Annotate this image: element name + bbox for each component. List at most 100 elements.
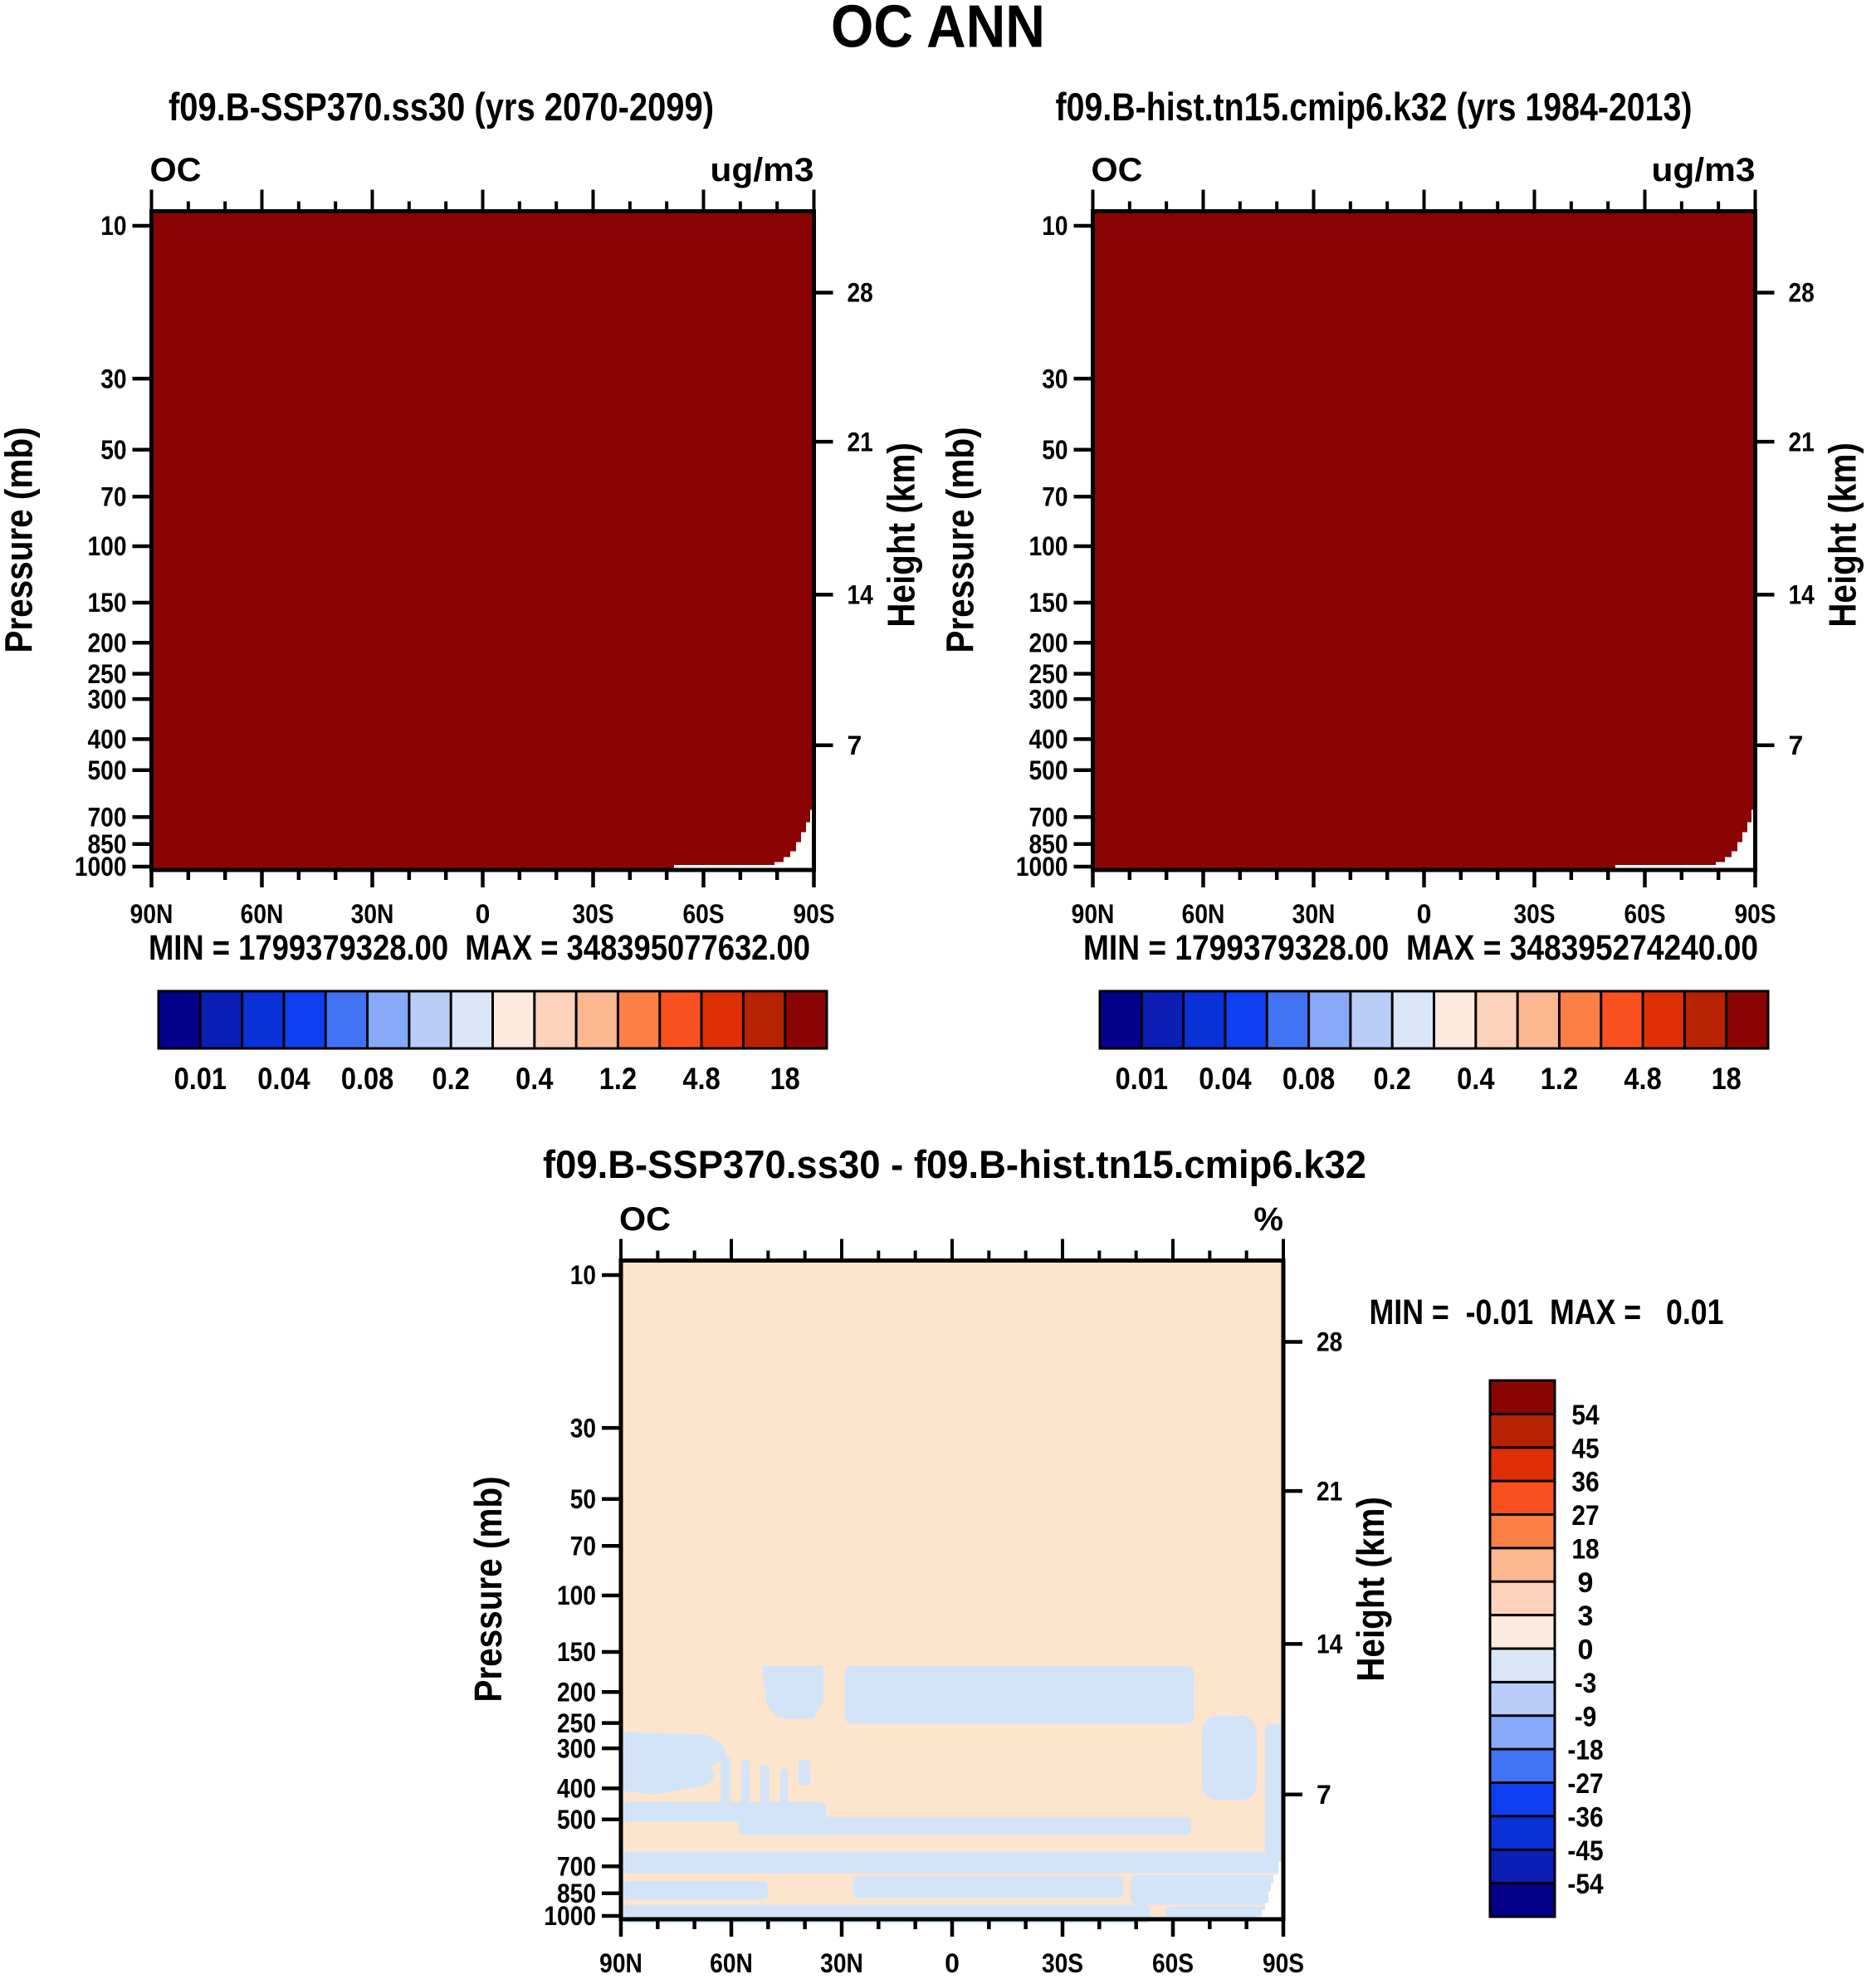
svg-text:Pressure (mb): Pressure (mb): [0, 427, 41, 652]
svg-text:30: 30: [100, 364, 126, 393]
svg-text:30N: 30N: [820, 1948, 863, 1978]
svg-text:500: 500: [557, 1805, 596, 1835]
svg-text:1.2: 1.2: [1541, 1062, 1578, 1096]
svg-text:60N: 60N: [710, 1948, 753, 1978]
svg-text:Height (km): Height (km): [1821, 442, 1864, 628]
svg-text:7: 7: [848, 731, 862, 760]
svg-text:Pressure (mb): Pressure (mb): [467, 1476, 510, 1702]
svg-text:10: 10: [570, 1260, 596, 1290]
svg-text:4.8: 4.8: [1624, 1062, 1661, 1096]
svg-text:Pressure (mb): Pressure (mb): [939, 427, 982, 652]
svg-text:700: 700: [88, 802, 127, 832]
svg-text:18: 18: [770, 1062, 800, 1096]
svg-text:500: 500: [88, 755, 127, 785]
svg-text:28: 28: [1789, 278, 1815, 308]
svg-text:300: 300: [88, 684, 127, 714]
svg-text:150: 150: [88, 588, 127, 618]
svg-text:0.4: 0.4: [515, 1062, 554, 1096]
svg-text:0: 0: [1417, 899, 1432, 929]
svg-text:90N: 90N: [599, 1948, 642, 1978]
svg-text:1000: 1000: [544, 1901, 596, 1931]
svg-text:90S: 90S: [1734, 899, 1776, 929]
svg-text:28: 28: [848, 278, 873, 308]
svg-text:60S: 60S: [682, 899, 724, 929]
svg-text:OC: OC: [619, 1201, 671, 1238]
svg-text:0: 0: [945, 1948, 960, 1978]
svg-text:%: %: [1253, 1201, 1283, 1238]
svg-text:300: 300: [1029, 684, 1068, 714]
svg-text:30: 30: [570, 1413, 596, 1443]
svg-text:MIN = 1799379328.00 MAX = 348: MIN = 1799379328.00 MAX = 348395274240.0…: [1083, 928, 1758, 968]
svg-text:0.01: 0.01: [174, 1062, 227, 1096]
svg-text:50: 50: [1042, 435, 1067, 465]
svg-text:1000: 1000: [1016, 852, 1068, 882]
svg-text:MIN = -0.01 MAX = 0.01: MIN = -0.01 MAX = 0.01: [1370, 1292, 1724, 1332]
svg-text:54: 54: [1571, 1400, 1599, 1431]
svg-text:MIN = 1799379328.00 MAX = 348: MIN = 1799379328.00 MAX = 348395077632.0…: [149, 928, 810, 968]
svg-text:200: 200: [88, 628, 127, 657]
svg-text:7: 7: [1317, 1780, 1331, 1810]
svg-text:36: 36: [1571, 1467, 1599, 1498]
svg-text:f09.B-hist.tn15.cmip6.k32 (yrs: f09.B-hist.tn15.cmip6.k32 (yrs 1984-2013…: [1056, 85, 1693, 129]
svg-text:400: 400: [1029, 725, 1068, 755]
svg-text:27: 27: [1571, 1500, 1599, 1532]
svg-text:850: 850: [88, 829, 127, 859]
svg-text:700: 700: [1029, 802, 1068, 832]
svg-text:100: 100: [557, 1581, 596, 1610]
svg-text:50: 50: [570, 1484, 596, 1514]
svg-text:200: 200: [557, 1677, 596, 1707]
svg-text:30N: 30N: [351, 899, 394, 929]
svg-text:0.4: 0.4: [1457, 1062, 1495, 1096]
svg-text:150: 150: [557, 1637, 596, 1667]
svg-text:100: 100: [1029, 531, 1068, 561]
svg-text:14: 14: [1789, 580, 1815, 610]
svg-text:9: 9: [1578, 1567, 1594, 1599]
svg-text:1.2: 1.2: [599, 1062, 637, 1096]
svg-text:850: 850: [1029, 829, 1068, 859]
svg-text:0.2: 0.2: [1374, 1062, 1411, 1096]
svg-text:90N: 90N: [130, 899, 173, 929]
svg-text:0.2: 0.2: [432, 1062, 470, 1096]
svg-text:90N: 90N: [1072, 899, 1115, 929]
svg-text:ug/m3: ug/m3: [1652, 152, 1756, 188]
svg-text:ug/m3: ug/m3: [711, 152, 814, 188]
svg-text:0.01: 0.01: [1116, 1062, 1168, 1096]
svg-text:7: 7: [1789, 731, 1804, 760]
svg-text:500: 500: [1029, 755, 1068, 785]
svg-text:OC: OC: [150, 152, 202, 188]
svg-text:850: 850: [557, 1879, 596, 1908]
svg-text:-36: -36: [1567, 1801, 1603, 1833]
svg-text:Height (km): Height (km): [1349, 1497, 1392, 1682]
svg-text:4.8: 4.8: [682, 1062, 720, 1096]
svg-text:250: 250: [557, 1708, 596, 1738]
svg-text:f09.B-SSP370.ss30 (yrs 2070-20: f09.B-SSP370.ss30 (yrs 2070-2099): [169, 85, 714, 129]
svg-text:400: 400: [557, 1774, 596, 1804]
svg-text:18: 18: [1712, 1062, 1742, 1096]
svg-text:10: 10: [1042, 211, 1067, 241]
svg-text:0.08: 0.08: [341, 1062, 393, 1096]
svg-text:21: 21: [1789, 427, 1815, 457]
svg-text:-9: -9: [1575, 1701, 1597, 1732]
svg-text:60S: 60S: [1152, 1948, 1194, 1978]
svg-text:30S: 30S: [1513, 899, 1555, 929]
svg-text:250: 250: [1029, 659, 1068, 689]
svg-text:-54: -54: [1567, 1869, 1603, 1900]
svg-text:70: 70: [100, 481, 126, 511]
svg-text:Height (km): Height (km): [880, 442, 923, 628]
svg-text:150: 150: [1029, 588, 1068, 618]
svg-text:45: 45: [1571, 1433, 1599, 1464]
svg-text:21: 21: [1317, 1476, 1342, 1506]
svg-text:0: 0: [476, 899, 491, 929]
svg-text:50: 50: [100, 435, 126, 465]
svg-text:-18: -18: [1567, 1735, 1603, 1766]
svg-text:30N: 30N: [1292, 899, 1336, 929]
svg-text:30: 30: [1042, 364, 1067, 393]
svg-text:700: 700: [557, 1851, 596, 1881]
svg-text:-45: -45: [1567, 1835, 1603, 1867]
svg-text:100: 100: [88, 531, 127, 561]
svg-text:200: 200: [1029, 628, 1068, 657]
svg-text:14: 14: [848, 580, 873, 610]
svg-text:70: 70: [570, 1531, 596, 1561]
svg-text:60N: 60N: [1182, 899, 1225, 929]
svg-text:300: 300: [557, 1733, 596, 1763]
